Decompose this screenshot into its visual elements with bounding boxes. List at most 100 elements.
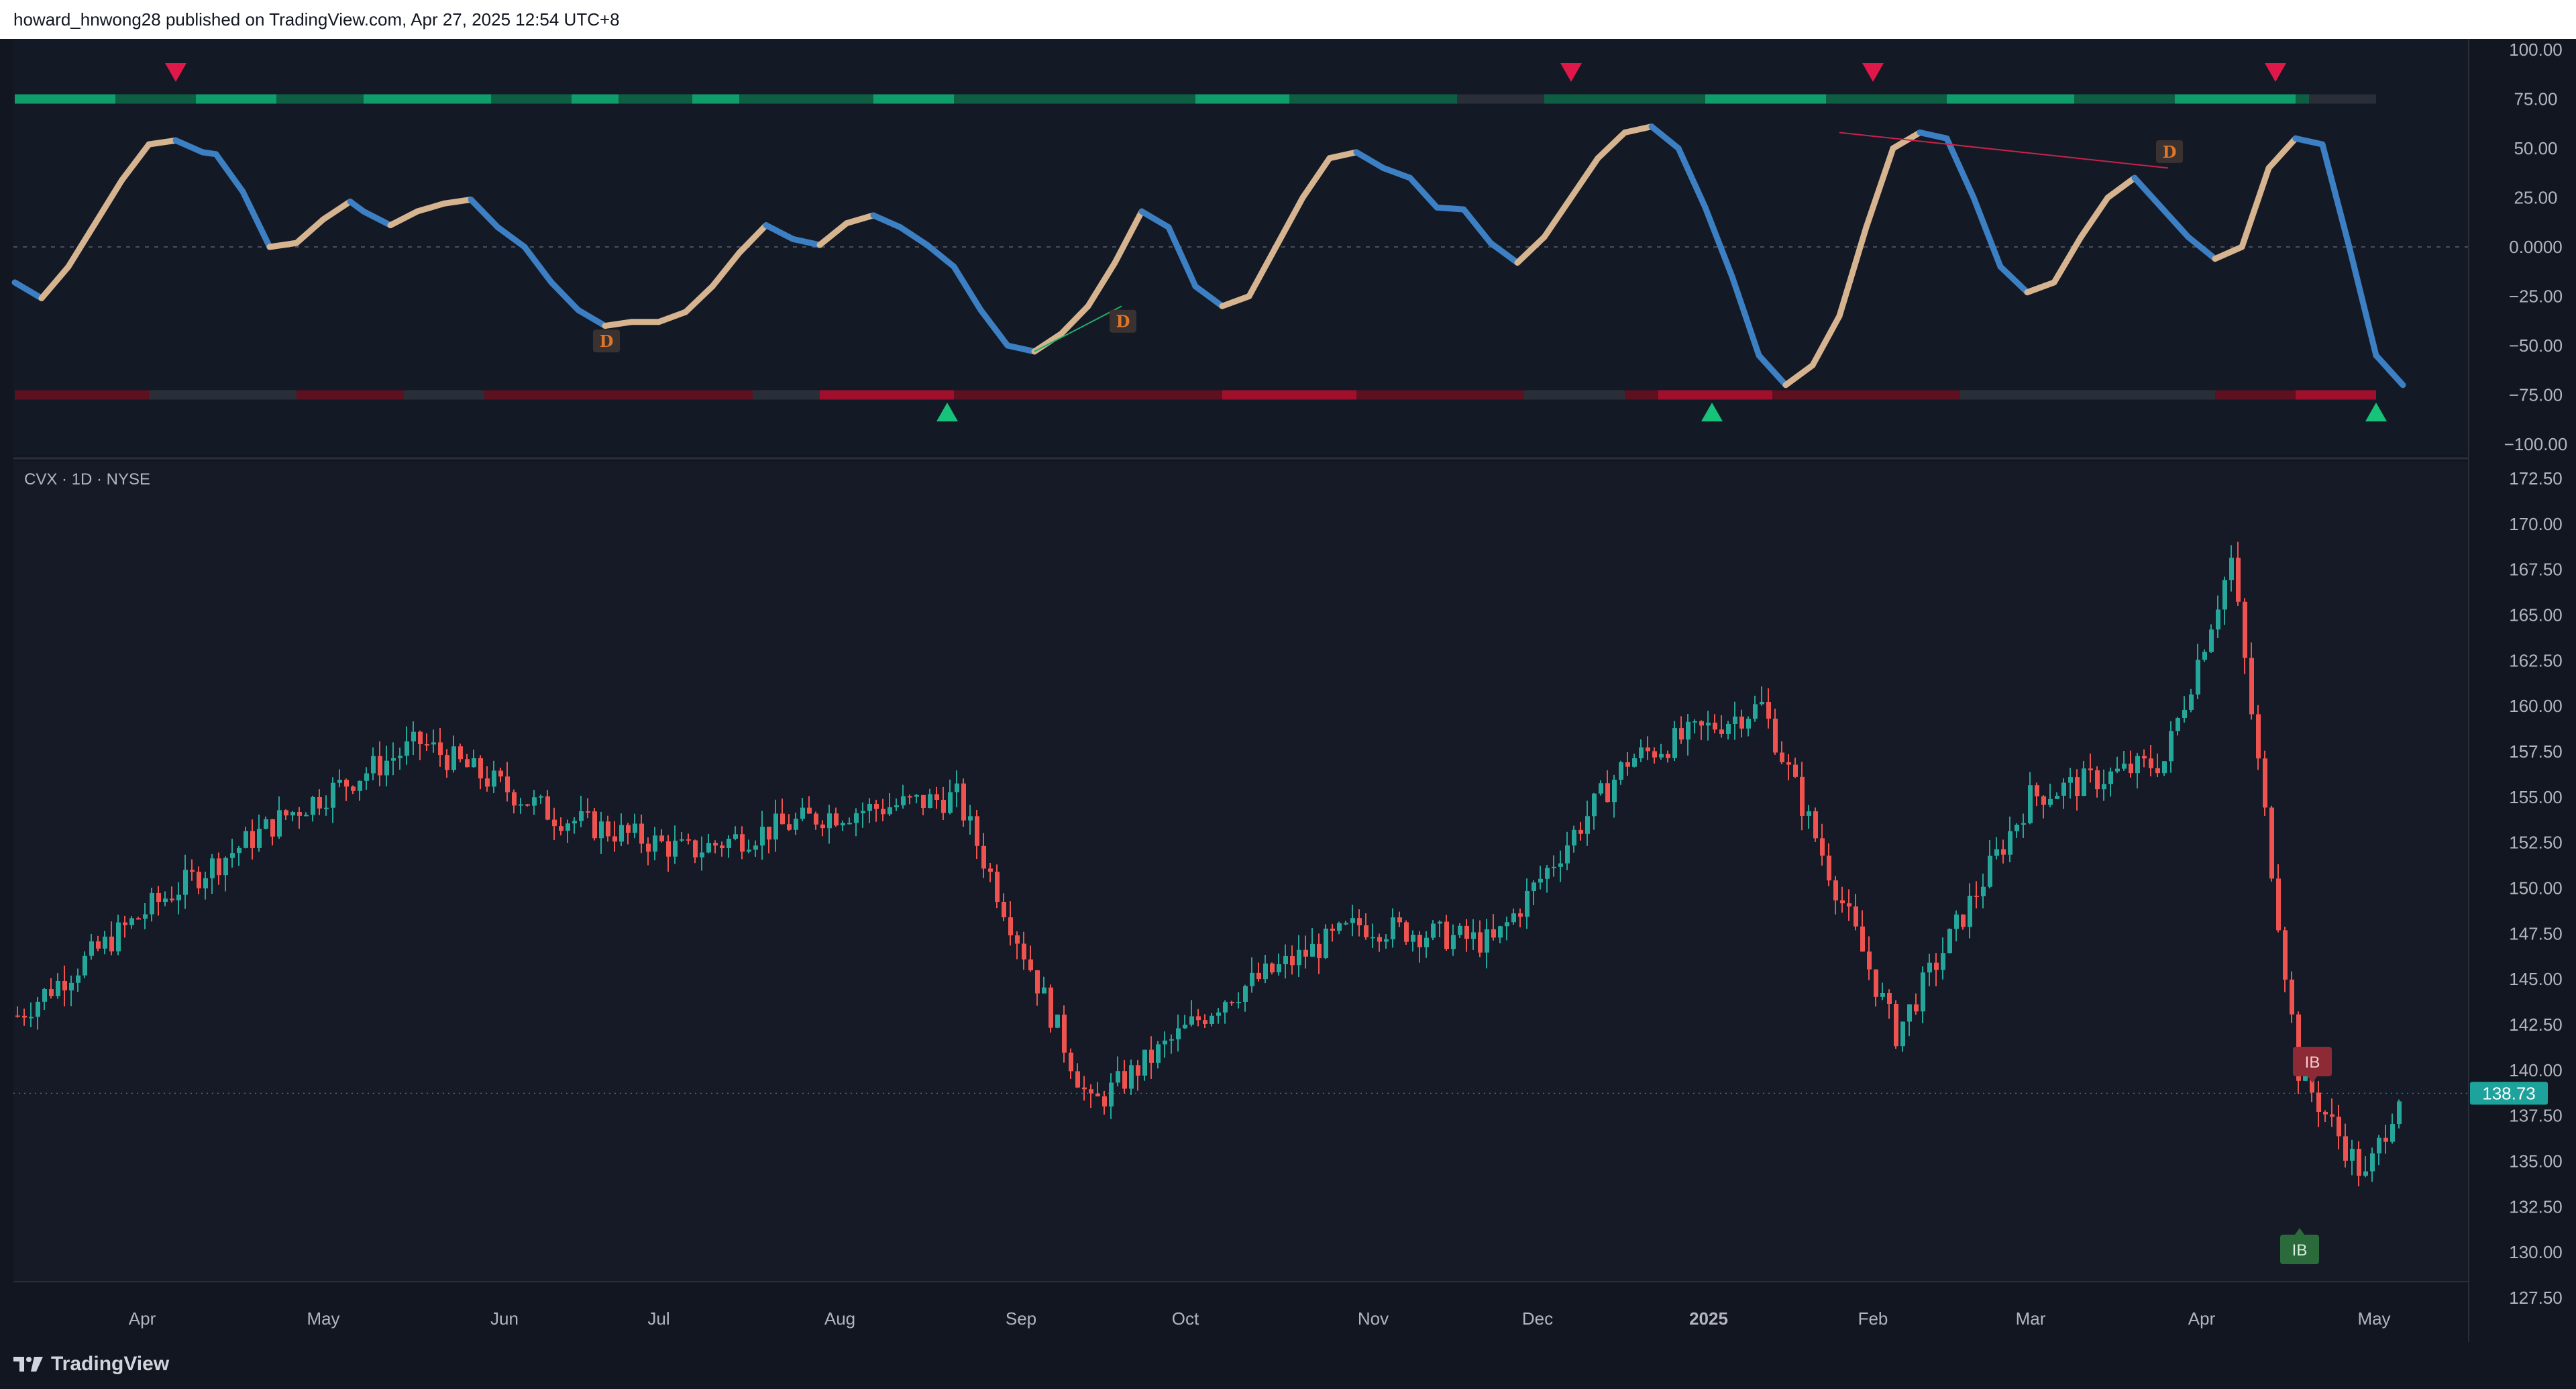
candle [1136,1060,1140,1091]
time-tick-label: May [2357,1308,2390,1329]
oscillator-panel[interactable]: D D D [11,39,2469,455]
candle-body [619,825,624,842]
candle-body [1243,986,1248,1002]
candle-body [2263,758,2267,808]
ib-bull-box [2280,1235,2319,1264]
candle-body [156,892,161,903]
candle-body [1927,962,1932,973]
oscillator-segment [494,224,528,250]
candle [1679,716,1684,744]
candle-body [1116,1071,1120,1083]
candle [881,799,885,821]
candle-body [2229,558,2234,580]
candle [753,840,758,857]
candle [1243,984,1248,1012]
tradingview-logo[interactable]: TradingView [13,1353,169,1376]
candle [2357,1141,2361,1186]
candle [2350,1139,2355,1176]
candle [1739,709,1744,737]
oscillator-segment [1675,145,1709,211]
candle-body [270,819,275,837]
oscillator-segment [1299,155,1333,201]
candle-body [170,898,174,901]
candle [1122,1060,1127,1094]
osc-tick-label: 100.00 [2509,40,2563,60]
candle-body [888,807,892,815]
candle [1263,954,1268,984]
candle [1035,970,1040,1006]
oscillator-segment [655,309,689,325]
candle-body [740,834,745,852]
candle-body [1256,972,1261,980]
candle-body [1377,937,1382,942]
candle-body [1142,1049,1147,1076]
price-tick-label: 137.50 [2509,1106,2563,1126]
overbought-band-segment [1826,94,1947,104]
candle-body [733,834,738,839]
candle [2209,624,2214,653]
candle-body [1800,776,1805,816]
candle-body [1894,1004,1898,1047]
candle-body [1458,925,1462,935]
candle-body [1089,1089,1093,1094]
candle-body [1310,943,1315,957]
candle-body [552,819,557,827]
oscillator-segment [1004,342,1038,355]
last-price-tag[interactable] [2470,1082,2548,1105]
candle [1605,770,1610,803]
ib-bear-label: IB [2293,1047,2332,1083]
candle-body [2196,660,2200,695]
candle-body [713,843,718,845]
osc-tick-label: −25.00 [2509,287,2563,307]
candle-body [1867,951,1872,970]
candle [42,988,47,1011]
candle-body [1431,923,1436,938]
oscillator-segment [414,200,447,215]
candle-body [854,813,859,823]
candle [1149,1036,1154,1079]
divergence-label-box [593,329,620,353]
overbought-band-segment [115,94,196,104]
candle-body [472,758,476,768]
candle-body [2021,823,2026,825]
candle [814,811,818,830]
oversold-band-segment [484,390,753,400]
candle-body [659,835,664,841]
candle-body [1565,845,1570,864]
candle-body [800,807,805,819]
candle [2276,864,2281,933]
candle-body [2397,1101,2402,1125]
oversold-band-segment [15,390,149,400]
candle [1458,923,1462,938]
candle-body [686,839,691,841]
candle-body [948,792,953,813]
candle-body [921,794,926,809]
candle [2155,753,2160,778]
candle-body [545,796,550,820]
price-tick-label: 150.00 [2509,878,2563,898]
time-tick-label: Apr [2188,1308,2216,1329]
time-tick-label: Dec [1522,1308,1553,1329]
candle [747,839,751,854]
chart-area[interactable]: D D D IB IB CVX · 1D · NYSE 100.00 75.00 50.0… [0,39,2576,1342]
candle [1719,715,1724,738]
price-panel[interactable]: IB IB [13,462,2469,1282]
divergence-label-text: D [2163,142,2177,162]
candle [612,821,617,852]
candle-body [411,731,416,741]
candle-body [2350,1149,2355,1161]
candle-body [250,831,255,848]
candle [411,721,416,756]
candle [1880,982,1885,1000]
candle-body [351,786,356,791]
candle [841,820,845,831]
candle-body [1364,925,1368,937]
oscillator-segment [2373,352,2406,389]
oscillator-segment [1246,244,1279,299]
candle [1820,823,1825,866]
candle [2015,823,2019,838]
candle-body [1122,1071,1127,1089]
candle-body [653,835,657,852]
candle [894,798,899,811]
candle [934,786,939,809]
